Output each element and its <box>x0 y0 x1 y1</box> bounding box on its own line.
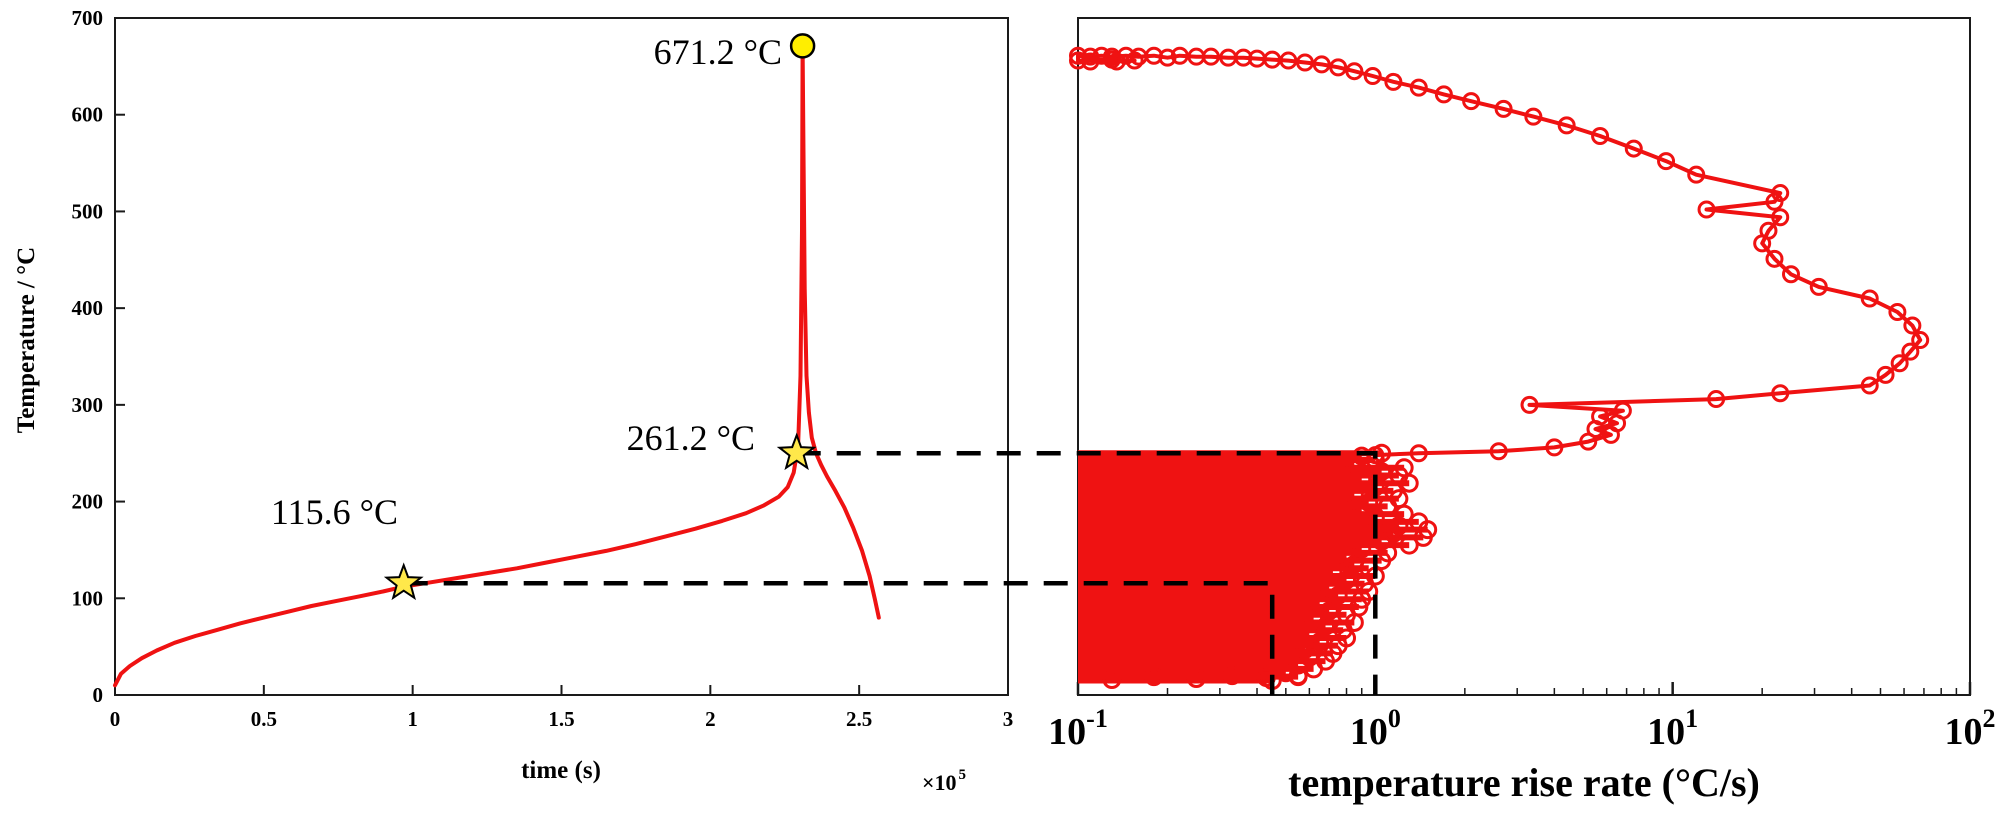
data-point-marker <box>1409 78 1428 97</box>
y-tick-label: 100 <box>72 586 104 610</box>
x-tick-label: 0 <box>110 707 121 731</box>
data-point-marker <box>1222 666 1242 686</box>
y-tick-label: 500 <box>72 199 104 223</box>
x-tick-label: 100 <box>1350 704 1401 753</box>
data-point-marker <box>1494 99 1513 118</box>
data-point-marker <box>1081 52 1100 71</box>
data-point-marker <box>1170 46 1189 65</box>
data-point-marker <box>1187 47 1206 66</box>
data-point-marker <box>1545 438 1564 457</box>
left-ylabel: Temperature / °C <box>13 247 40 433</box>
data-point-marker <box>1363 67 1382 86</box>
peak-circle-marker <box>789 33 816 59</box>
y-tick-label: 400 <box>72 296 104 320</box>
data-point-marker <box>1591 126 1610 145</box>
left-xlabel: time (s) <box>521 757 601 784</box>
data-point-marker <box>1901 342 1920 361</box>
data-point-marker <box>1069 51 1087 70</box>
data-point-marker <box>1903 316 1922 335</box>
data-point-marker <box>1557 116 1576 135</box>
rate-series <box>1069 46 1930 690</box>
data-point-marker <box>1312 55 1331 74</box>
dashed-connectors <box>403 450 1378 695</box>
data-point-marker <box>1359 493 1379 513</box>
annotation-markers <box>383 33 817 601</box>
data-point-marker <box>1911 331 1930 350</box>
data-point-marker <box>1657 152 1676 171</box>
rate-curve <box>1076 53 1923 458</box>
right-plot-box <box>1077 17 1971 696</box>
data-point-marker <box>1107 52 1126 71</box>
star-marker <box>383 562 424 601</box>
annotation-onset-temperature: 261.2 °C <box>627 418 755 458</box>
x-tick-label: 2.5 <box>846 707 872 731</box>
data-point-marker <box>1860 289 1879 308</box>
data-point-marker <box>1186 669 1206 689</box>
data-point-marker <box>1591 407 1610 426</box>
data-point-marker <box>1890 354 1909 373</box>
y-tick-label: 200 <box>72 490 104 514</box>
annotation-peak-temperature: 671.2 °C <box>654 32 782 72</box>
x-tick-label: 1 <box>407 707 418 731</box>
data-point-marker <box>1697 200 1716 219</box>
y-tick-label: 0 <box>93 683 104 707</box>
data-point-marker <box>1624 139 1643 158</box>
left-chart-axes: 0 0.5 1 1.5 2 2.5 3 0 100 200 300 400 500 600 700 <box>72 6 1014 731</box>
data-point-marker <box>1144 667 1164 687</box>
data-point-marker <box>1765 249 1784 268</box>
data-point-marker <box>1409 444 1428 463</box>
data-point-marker <box>1329 58 1348 77</box>
data-point-marker <box>1759 221 1778 240</box>
star-marker <box>776 432 817 471</box>
dashed-connector <box>403 580 1275 695</box>
data-point-marker <box>1434 85 1453 104</box>
data-point-marker <box>1860 376 1879 395</box>
y-tick-label: 300 <box>72 393 104 417</box>
data-point-marker <box>1888 303 1907 322</box>
data-point-marker <box>1288 666 1308 686</box>
data-point-marker <box>1384 72 1403 91</box>
data-point-marker <box>1524 107 1543 126</box>
data-point-marker <box>1613 401 1632 420</box>
y-tick-label: 600 <box>72 103 104 127</box>
x-tick-label: 10-1 <box>1048 704 1108 753</box>
annotation-self-heating-temperature: 115.6 °C <box>271 492 398 532</box>
data-point-marker <box>1771 384 1790 403</box>
data-point-marker <box>1219 48 1238 67</box>
data-point-marker <box>1295 53 1314 72</box>
x-tick-label: 3 <box>1003 707 1014 731</box>
right-chart-axes: 10-1 100 101 102 <box>1048 17 1996 753</box>
data-point-marker <box>1876 365 1895 384</box>
data-point-marker <box>1125 51 1144 70</box>
data-point-marker <box>1462 92 1481 111</box>
data-point-marker <box>1687 165 1706 184</box>
data-point-marker <box>1771 208 1790 227</box>
data-point-marker <box>1389 516 1409 536</box>
right-xlabel: temperature rise rate (°C/s) <box>1288 760 1760 805</box>
temperature-curve <box>113 43 881 688</box>
data-point-marker <box>1345 62 1364 81</box>
data-point-marker <box>1489 442 1508 461</box>
x-tick-label: 2 <box>705 707 716 731</box>
y-tick-label: 700 <box>72 6 104 30</box>
temperature-series <box>113 43 881 688</box>
dashed-connector <box>796 450 1378 695</box>
data-point-marker <box>1394 458 1414 478</box>
data-point-marker <box>1809 277 1828 296</box>
data-point-marker <box>1781 265 1800 284</box>
x-tick-label: 0.5 <box>251 707 277 731</box>
data-point-marker <box>1409 512 1429 532</box>
x-tick-label: 102 <box>1945 704 1996 753</box>
data-point-marker <box>1520 395 1539 414</box>
x-tick-label: 1.5 <box>548 707 574 731</box>
data-point-marker <box>1707 390 1726 409</box>
x-tick-label: 101 <box>1647 704 1698 753</box>
data-point-marker <box>1102 670 1122 690</box>
x-axis-multiplier: ×10 5 <box>922 767 966 795</box>
data-point-marker <box>1337 570 1357 590</box>
data-point-marker <box>1129 47 1148 66</box>
data-point-marker <box>1771 184 1790 203</box>
